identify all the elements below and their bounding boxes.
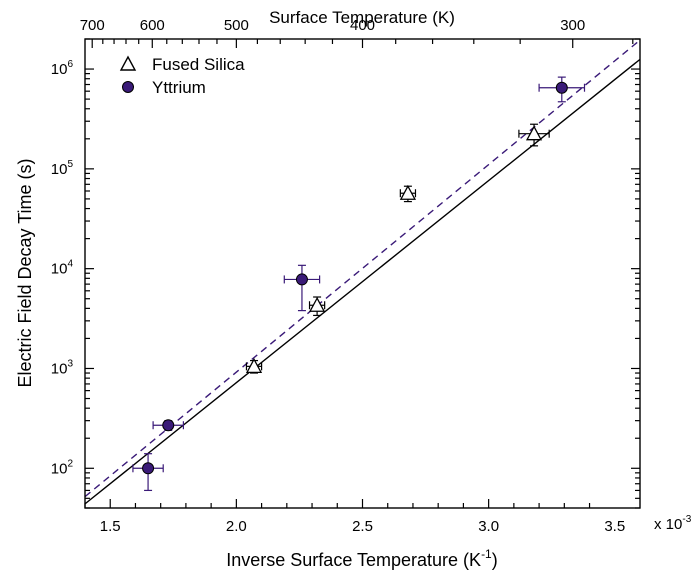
legend: Fused Silica Yttrium [119, 55, 245, 97]
fused-silica-point [399, 184, 416, 200]
fused-silica-point [309, 296, 326, 312]
legend-circle-icon [122, 81, 134, 93]
y-tick-base: 10 [51, 61, 68, 78]
x-multiplier-text: x 10 [654, 516, 682, 533]
y-tick-exp: 2 [67, 458, 73, 469]
fused-silica-point [245, 357, 263, 374]
data-markers [142, 81, 568, 475]
yttrium-point [162, 419, 175, 432]
y-tick-exp: 5 [67, 159, 73, 170]
y-tick-label: 102 [51, 458, 74, 477]
y-tick-base: 10 [51, 460, 68, 477]
top-axis-label: Surface Temperature (K) [269, 8, 455, 27]
x-tick-label: 3.5 [604, 518, 625, 535]
top-tick-label: 500 [224, 17, 249, 34]
top-tick-label: 700 [80, 17, 105, 34]
y-tick-exp: 6 [67, 59, 73, 70]
x-tick-label: 2.5 [352, 518, 373, 535]
legend-triangle-icon [119, 55, 137, 71]
x-multiplier-exp: -3 [682, 514, 691, 525]
top-tick-label: 400 [350, 17, 375, 34]
yttrium-point [295, 273, 308, 286]
y-tick-base: 10 [51, 261, 68, 278]
y-tick-label: 106 [51, 59, 74, 78]
fit-lines [85, 39, 640, 505]
x-tick-label: 1.5 [100, 518, 121, 535]
y-tick-base: 10 [51, 360, 68, 377]
top-tick-label: 300 [560, 17, 585, 34]
yttrium-point [555, 81, 568, 94]
y-tick-base: 10 [51, 161, 68, 178]
x-axis-label: Inverse Surface Temperature (K-1) [226, 547, 497, 570]
x-axis-label-sup: -1 [481, 547, 492, 561]
plot-frame [84, 38, 641, 509]
yttrium-point [142, 462, 155, 475]
axis-ticks [84, 38, 640, 509]
y-axis-label: Electric Field Decay Time (s) [15, 158, 35, 387]
fused-silica-point [525, 125, 543, 141]
x-axis-label-close: ) [492, 550, 498, 570]
y-tick-exp: 3 [67, 358, 73, 369]
y-tick-exp: 4 [67, 259, 73, 270]
y-tick-label: 103 [51, 358, 74, 377]
legend-label-fused-silica: Fused Silica [152, 55, 245, 74]
legend-label-yttrium: Yttrium [152, 78, 206, 97]
x-tick-label: 2.0 [226, 518, 247, 535]
top-tick-label: 600 [140, 17, 165, 34]
y-tick-label: 105 [51, 159, 74, 178]
x-tick-label: 3.0 [478, 518, 499, 535]
x-axis-label-main: Inverse Surface Temperature (K [226, 550, 481, 570]
fit-line-fused-silica [85, 58, 640, 505]
y-tick-label: 104 [51, 259, 74, 278]
x-multiplier-label: x 10-3 [654, 514, 692, 533]
